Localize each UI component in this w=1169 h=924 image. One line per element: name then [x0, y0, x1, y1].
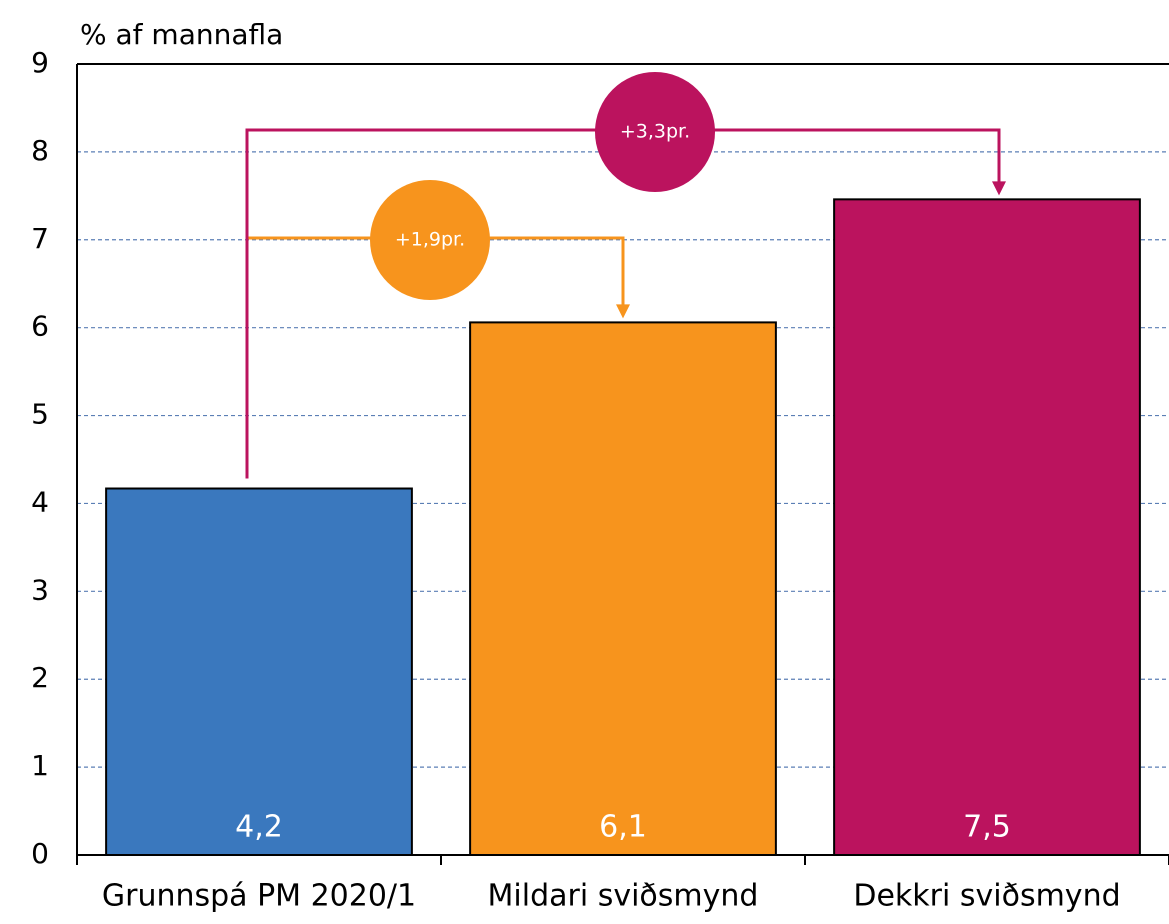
y-tick-label: 9 [31, 46, 49, 79]
y-tick-label: 3 [31, 573, 49, 606]
bar [105, 487, 413, 856]
y-tick-label: 1 [31, 749, 49, 782]
y-tick-label: 8 [31, 134, 49, 167]
y-axis-label: % af mannafla [80, 18, 283, 51]
y-tick-label: 5 [31, 398, 49, 431]
x-tick-label: Mildari sviðsmynd [488, 879, 759, 914]
y-tick-label: 2 [31, 661, 49, 694]
bar [833, 198, 1141, 857]
data-label: 6,1 [599, 810, 647, 845]
annotation-label: +1,9pr. [395, 229, 465, 251]
data-label: 4,2 [235, 810, 283, 845]
bar [469, 321, 777, 857]
annotation-badge [370, 180, 490, 300]
annotation-label: +3,3pr. [620, 121, 690, 143]
annotation-badge [595, 72, 715, 192]
y-tick-label: 0 [31, 837, 49, 870]
data-label: 7,5 [963, 810, 1011, 845]
y-tick-label: 6 [31, 310, 49, 343]
y-tick-label: 4 [31, 485, 49, 518]
annotation-arrow [992, 181, 1006, 196]
y-tick-label: 7 [31, 222, 49, 255]
annotation-arrow [616, 304, 630, 319]
x-tick-label: Grunnspá PM 2020/1 [102, 879, 416, 914]
x-tick-label: Dekkri sviðsmynd [853, 879, 1120, 914]
